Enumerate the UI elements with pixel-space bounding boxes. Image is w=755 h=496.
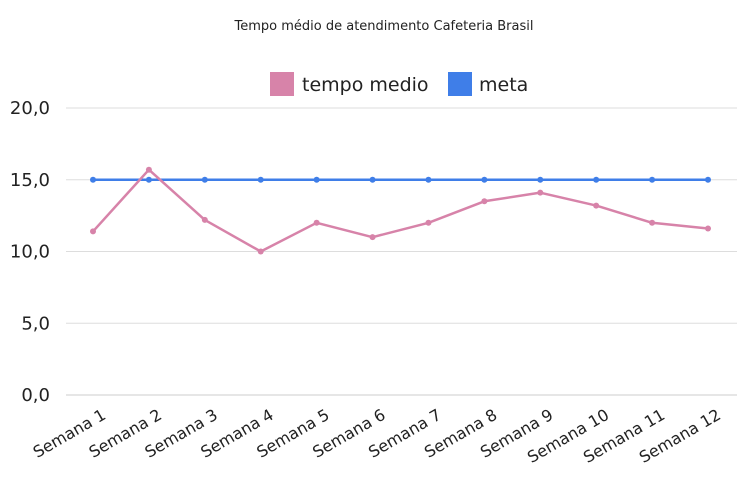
data-point: [481, 176, 488, 183]
data-point: [145, 176, 152, 183]
y-tick-label: 20,0: [10, 98, 50, 119]
data-point: [649, 176, 656, 183]
data-point: [537, 176, 544, 183]
chart-title: Tempo médio de atendimento Cafeteria Bra…: [234, 19, 534, 34]
data-point: [90, 176, 96, 183]
data-point: [425, 176, 432, 183]
y-tick-label: 15,0: [10, 170, 50, 191]
data-point: [313, 219, 320, 226]
data-point: [705, 176, 711, 183]
gridlines: [66, 107, 737, 396]
data-point: [90, 228, 96, 235]
legend: tempo medio meta: [270, 72, 528, 96]
data-point: [481, 198, 488, 205]
data-point: [425, 219, 432, 226]
data-point: [201, 176, 208, 183]
legend-label: meta: [479, 74, 528, 96]
y-tick-label: 5,0: [21, 313, 50, 334]
series-layer: [90, 166, 711, 255]
y-axis: 0,0 5,0 10,0 15,0 20,0: [10, 98, 50, 406]
data-point: [313, 176, 320, 183]
legend-swatch: [270, 72, 294, 96]
data-point: [537, 189, 544, 196]
y-tick-label: 0,0: [21, 385, 50, 406]
data-point: [369, 234, 376, 241]
y-tick-label: 10,0: [10, 242, 50, 263]
legend-swatch: [448, 72, 472, 96]
legend-item: meta: [448, 72, 528, 96]
data-point: [257, 248, 264, 255]
legend-label: tempo medio: [302, 74, 429, 96]
data-point: [705, 225, 711, 232]
series-line: [92, 168, 709, 253]
data-point: [593, 176, 600, 183]
data-point: [649, 219, 656, 226]
series-tempo-medio: [90, 166, 711, 255]
data-point: [145, 166, 152, 173]
data-point: [257, 176, 264, 183]
legend-item: tempo medio: [270, 72, 429, 96]
series-meta: [90, 176, 711, 183]
data-point: [201, 216, 208, 223]
data-point: [593, 202, 600, 209]
data-point: [369, 176, 376, 183]
